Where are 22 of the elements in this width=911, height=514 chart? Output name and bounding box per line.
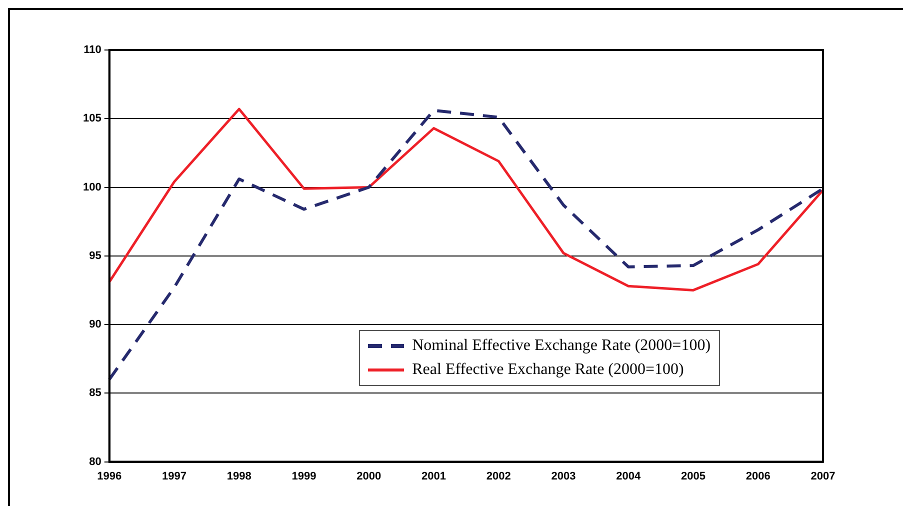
x-tick-label: 2000 — [356, 470, 382, 482]
line-series — [108, 108, 824, 381]
x-tick-label: 2007 — [810, 470, 836, 482]
x-tick-label: 2002 — [486, 470, 511, 482]
x-tick-label: 1999 — [292, 470, 316, 482]
x-tick-label: 2004 — [616, 470, 642, 482]
y-tick-label: 110 — [84, 44, 102, 56]
legend-label: Real Effective Exchange Rate (2000=100) — [412, 360, 684, 380]
y-tick-label: 90 — [89, 318, 102, 331]
legend-label: Nominal Effective Exchange Rate (2000=100) — [412, 336, 711, 356]
x-tick-label: 1997 — [162, 470, 186, 482]
y-tick-label: 85 — [89, 387, 102, 400]
x-tick-label: 2003 — [551, 470, 576, 482]
x-tick-label: 1998 — [226, 470, 252, 482]
y-tick-label: 80 — [89, 456, 102, 468]
y-tick-label: 95 — [89, 250, 102, 262]
y-tick-label: 105 — [82, 112, 102, 125]
y-tick-label: 100 — [82, 181, 102, 194]
x-tick-label: 1996 — [97, 470, 122, 482]
x-tick-label: 2001 — [421, 470, 446, 482]
x-tick-label: 2006 — [746, 470, 770, 482]
x-tick-label: 2005 — [681, 470, 706, 482]
